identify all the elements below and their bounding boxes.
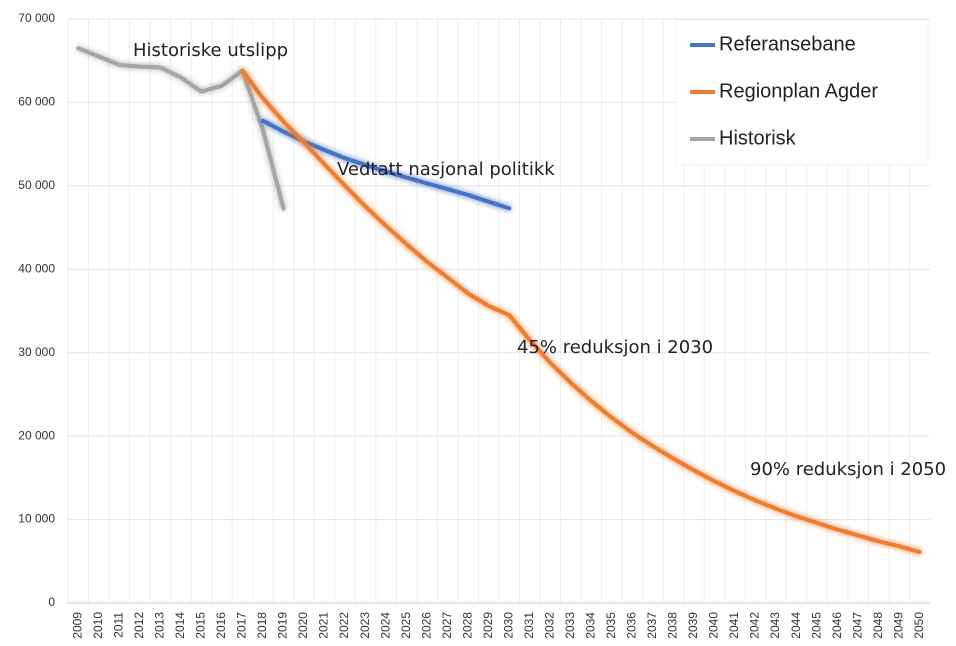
y-tick-label: 40 000 <box>18 261 55 275</box>
x-tick-label: 2030 <box>501 612 515 639</box>
x-tick-label: 2048 <box>871 612 885 639</box>
y-tick-label: 20 000 <box>18 428 55 442</box>
x-tick-label: 2028 <box>460 612 474 639</box>
x-tick-label: 2045 <box>809 612 823 639</box>
y-tick-label: 10 000 <box>18 512 55 526</box>
x-tick-label: 2050 <box>912 612 926 639</box>
x-tick-label: 2036 <box>625 612 639 639</box>
x-tick-label: 2020 <box>296 612 310 639</box>
x-tick-label: 2014 <box>173 612 187 639</box>
x-tick-label: 2025 <box>399 612 413 639</box>
x-tick-label: 2013 <box>153 612 167 639</box>
x-tick-label: 2021 <box>317 612 331 639</box>
annotation: 45% reduksjon i 2030 <box>517 337 713 358</box>
x-tick-label: 2016 <box>214 612 228 639</box>
series-line <box>240 68 922 555</box>
legend-label: Regionplan Agder <box>719 80 878 102</box>
y-tick-label: 60 000 <box>18 95 55 109</box>
series-line <box>76 46 286 211</box>
x-tick-label: 2018 <box>255 612 269 639</box>
x-tick-label: 2041 <box>727 612 741 639</box>
legend-label: Historisk <box>719 127 797 149</box>
x-tick-label: 2012 <box>132 612 146 639</box>
y-tick-label: 70 000 <box>18 11 55 25</box>
x-tick-label: 2032 <box>542 612 556 639</box>
x-tick-label: 2029 <box>481 612 495 639</box>
x-tick-label: 2033 <box>563 612 577 639</box>
x-tick-label: 2019 <box>276 612 290 639</box>
x-tick-label: 2017 <box>235 612 249 639</box>
x-tick-label: 2031 <box>522 612 536 639</box>
x-tick-label: 2040 <box>707 612 721 639</box>
annotation: Historiske utslipp <box>133 40 288 61</box>
x-tick-label: 2038 <box>666 612 680 639</box>
x-tick-label: 2042 <box>748 612 762 639</box>
x-tick-label: 2035 <box>604 612 618 639</box>
x-tick-label: 2009 <box>70 612 84 639</box>
x-tick-label: 2024 <box>378 612 392 639</box>
x-tick-label: 2034 <box>584 612 598 639</box>
x-tick-label: 2027 <box>440 612 454 639</box>
legend: Referansebane Regionplan Agder Historisk <box>675 19 929 166</box>
x-tick-label: 2039 <box>686 612 700 639</box>
x-tick-label: 2015 <box>194 612 208 639</box>
x-tick-label: 2023 <box>358 612 372 639</box>
y-tick-label: 0 <box>48 595 55 609</box>
x-tick-label: 2022 <box>337 612 351 639</box>
x-tick-label: 2047 <box>850 612 864 639</box>
x-tick-label: 2010 <box>91 612 105 639</box>
x-tick-label: 2011 <box>111 612 125 638</box>
legend-box <box>675 19 929 166</box>
x-tick-label: 2026 <box>419 612 433 639</box>
x-tick-label: 2043 <box>768 612 782 639</box>
y-tick-label: 30 000 <box>18 345 55 359</box>
x-tick-label: 2046 <box>830 612 844 639</box>
annotation: 90% reduksjon i 2050 <box>750 459 946 480</box>
annotation: Vedtatt nasjonal politikk <box>337 159 555 180</box>
x-tick-label: 2049 <box>891 612 905 639</box>
x-tick-label: 2044 <box>789 612 803 639</box>
legend-label: Referansebane <box>719 33 856 55</box>
y-tick-label: 50 000 <box>18 178 55 192</box>
x-tick-label: 2037 <box>645 612 659 639</box>
